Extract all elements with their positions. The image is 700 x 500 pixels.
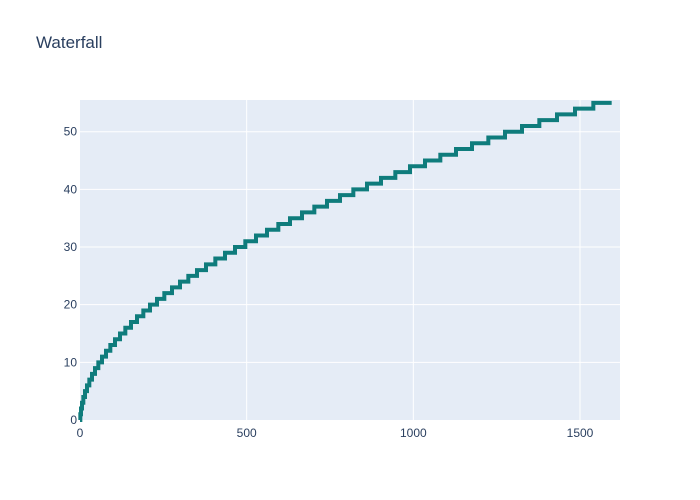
y-tick-label: 40 bbox=[64, 182, 78, 196]
x-tick-label: 0 bbox=[77, 426, 84, 440]
y-axis-ticks: 0 10 20 30 40 50 bbox=[64, 125, 78, 427]
x-tick-label: 1000 bbox=[400, 426, 427, 440]
chart-title: Waterfall bbox=[36, 33, 103, 52]
series-line bbox=[78, 100, 612, 422]
y-tick-label: 0 bbox=[70, 413, 77, 427]
plot-area bbox=[80, 100, 620, 420]
y-gridlines bbox=[80, 131, 620, 363]
y-tick-label: 50 bbox=[64, 125, 78, 139]
y-tick-label: 30 bbox=[64, 240, 78, 254]
x-gridlines bbox=[246, 100, 581, 420]
x-axis-ticks: 0 500 1000 1500 bbox=[77, 426, 594, 440]
x-tick-label: 500 bbox=[237, 426, 257, 440]
series-layer bbox=[78, 100, 612, 422]
y-tick-label: 20 bbox=[64, 298, 78, 312]
y-tick-label: 10 bbox=[64, 355, 78, 369]
x-tick-label: 1500 bbox=[567, 426, 594, 440]
